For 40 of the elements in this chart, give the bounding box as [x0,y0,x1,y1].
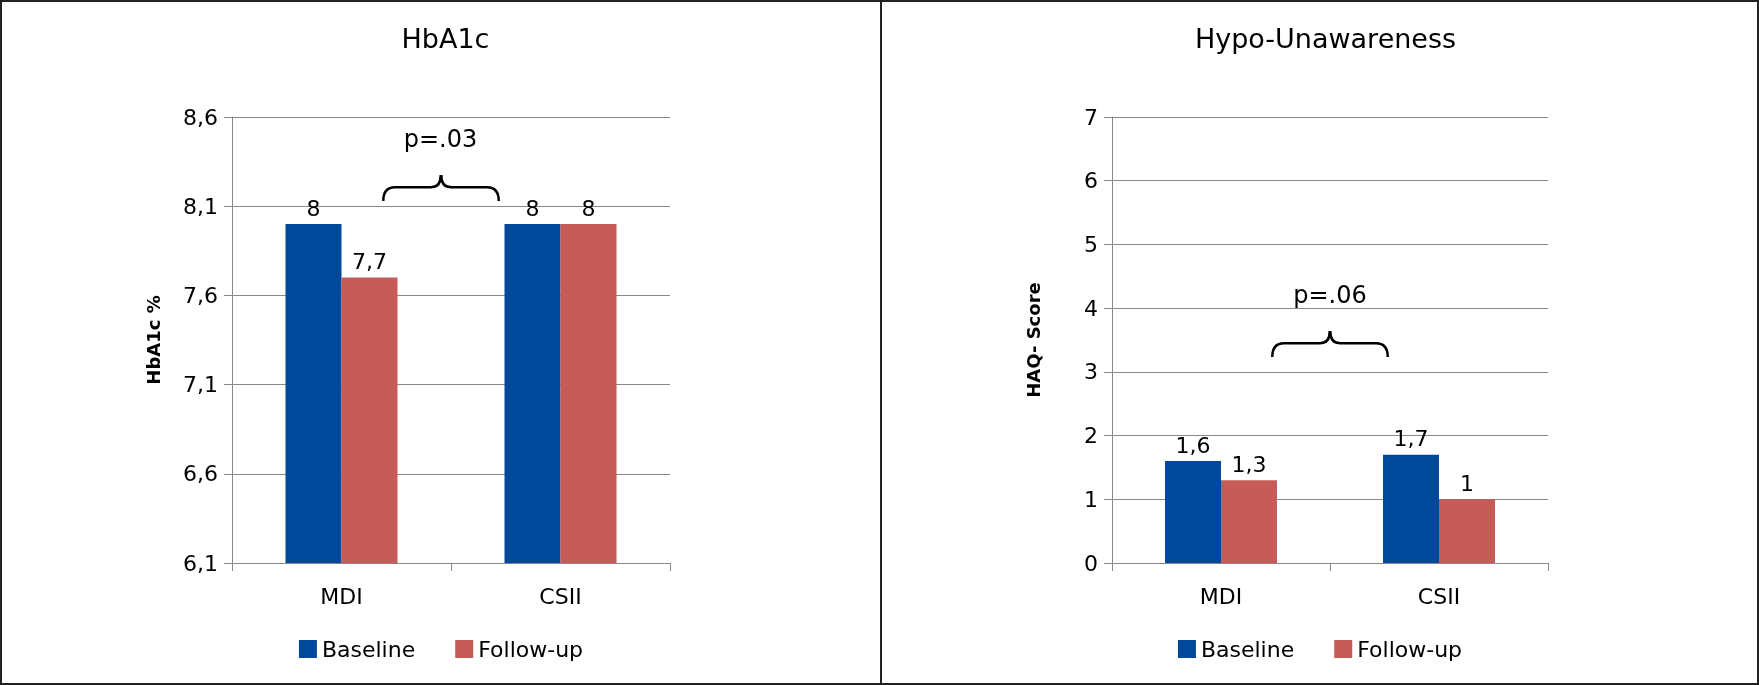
x-tick-label: MDI [1199,583,1242,609]
y-tick-label: 7 [1083,104,1098,130]
legend-label: Baseline [321,636,416,662]
chart-title: Hypo-Unawareness [1194,23,1456,54]
y-tick-label: 7,6 [183,282,218,308]
y-tick-label: 4 [1083,295,1098,321]
data-label: 8 [581,195,596,221]
data-label: 1 [1459,470,1474,496]
data-label: 7,7 [352,249,387,275]
y-tick-label: 6 [1083,168,1098,194]
data-label: 1,6 [1175,432,1210,458]
y-tick-label: 5 [1083,231,1098,257]
y-tick-label: 3 [1083,359,1098,385]
legend-label: Follow-up [478,636,584,662]
data-label: 8 [306,195,321,221]
y-tick-label: 2 [1083,423,1098,449]
y-tick-label: 1 [1083,486,1098,512]
y-tick-label: 6,6 [183,461,218,487]
x-tick-label: CSII [539,583,582,609]
y-tick-label: 6,1 [183,550,218,576]
chart-title: HbA1c [401,23,490,54]
x-tick-label: MDI [320,583,363,609]
annotation: p=.06 [1293,280,1367,309]
data-label: 1,3 [1231,451,1266,477]
data-label: 8 [525,195,540,221]
annotation: p=.03 [403,124,478,153]
x-tick-label: CSII [1417,583,1460,609]
bar [1164,461,1221,563]
legend-label: Baseline [1200,636,1294,662]
y-tick-label: 8,6 [183,104,218,130]
bar [1382,454,1439,563]
y-tick-label: 0 [1083,550,1098,576]
y-tick-label: 7,1 [183,372,218,398]
data-label: 1,7 [1393,426,1428,452]
y-axis-title: HAQ- Score [1022,282,1043,398]
y-tick-label: 8,1 [183,193,218,219]
bar [1438,499,1495,563]
legend-label: Follow-up [1356,636,1462,662]
bar [1220,480,1277,563]
y-axis-title: HbA1c % [142,295,164,385]
